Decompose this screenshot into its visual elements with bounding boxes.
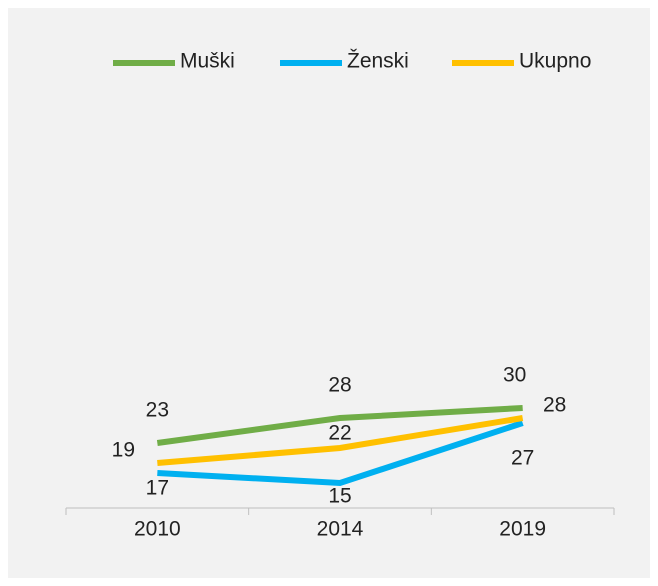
data-label: 28: [543, 394, 566, 417]
line-series: [156, 405, 523, 446]
x-tick-label: 2019: [499, 518, 546, 541]
legend-label: Ženski: [347, 50, 409, 73]
data-label: 15: [328, 485, 351, 508]
data-label: 28: [328, 374, 351, 397]
data-label: 19: [112, 439, 135, 462]
data-label: 23: [146, 399, 169, 422]
legend-label: Muški: [180, 50, 235, 73]
line-series: [157, 420, 524, 487]
data-label: 30: [503, 364, 526, 387]
legend-label: Ukupno: [519, 50, 591, 73]
x-tick-label: 2010: [134, 518, 181, 541]
data-label: 27: [511, 447, 534, 470]
data-label: 17: [146, 477, 169, 500]
x-tick-label: 2014: [317, 518, 364, 541]
data-label: 22: [328, 422, 351, 445]
line-series: [157, 415, 524, 466]
